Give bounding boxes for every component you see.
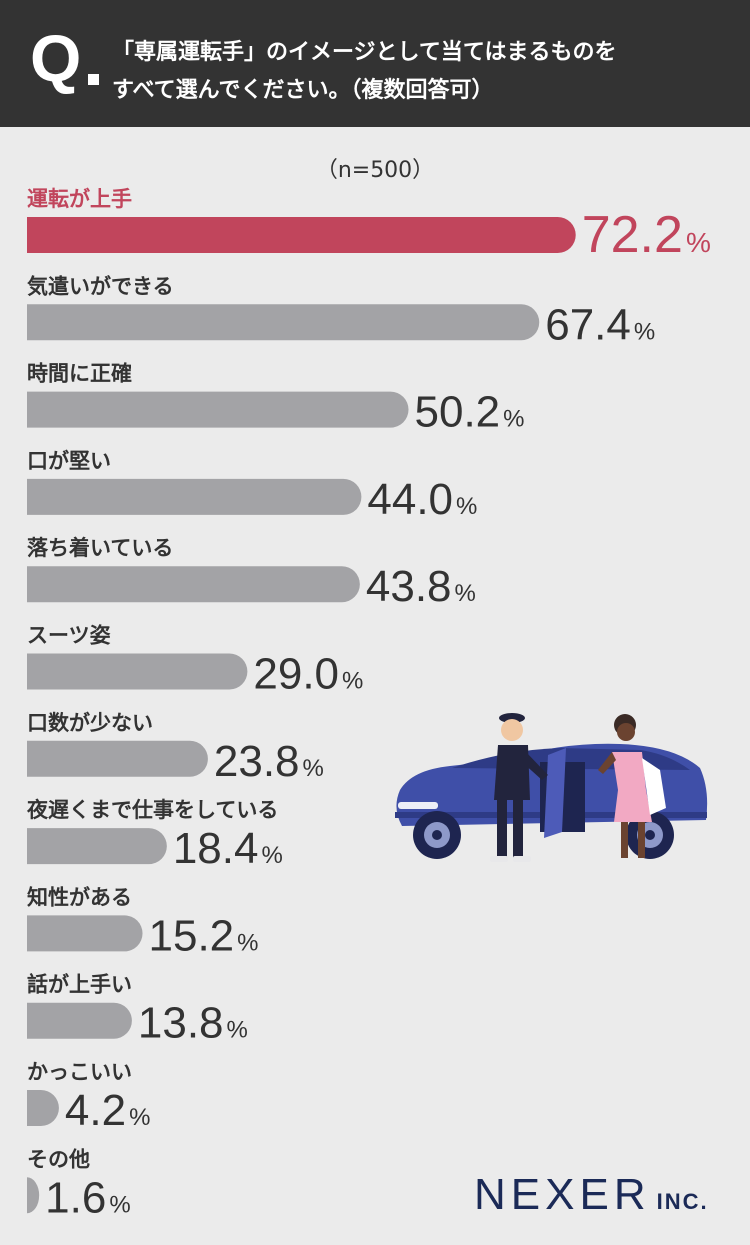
bar: [27, 1177, 40, 1214]
question-text-line2: すべて選んでください。（複数回答可）: [112, 78, 494, 103]
value-label: 50.2%: [415, 388, 525, 437]
category-label: 運転が上手: [27, 187, 132, 211]
bar: [27, 304, 540, 341]
bar: [27, 478, 362, 515]
question-text-line1: 「専属運転手」のイメージとして当てはまるものを: [112, 40, 617, 65]
category-label: かっこいい: [27, 1060, 132, 1084]
bar: [27, 740, 208, 777]
category-label: 時間に正確: [27, 362, 132, 386]
category-label: 夜遅くまで仕事をしている: [26, 798, 278, 822]
value-label: 29.0%: [253, 650, 363, 699]
category-label: その他: [27, 1147, 90, 1171]
value-label: 43.8%: [366, 562, 476, 611]
bar: [27, 653, 248, 690]
category-label: 話が上手い: [27, 973, 132, 997]
category-label: 口が堅い: [27, 449, 111, 473]
value-label: 13.8%: [138, 999, 248, 1048]
sample-size: （n=500）: [315, 158, 435, 183]
category-label: 知性がある: [27, 885, 132, 909]
bar: [27, 915, 143, 952]
value-label: 23.8%: [214, 737, 324, 786]
value-label: 4.2%: [65, 1086, 151, 1135]
bar: [27, 1002, 132, 1039]
category-label: スーツ姿: [27, 624, 111, 648]
company-logo: NEXER INC.: [474, 1170, 709, 1229]
bar: [27, 566, 360, 603]
bar: [27, 828, 167, 865]
question-mark-dot: [88, 74, 99, 85]
category-label: 気遣いができる: [27, 274, 174, 298]
value-label: 1.6%: [45, 1173, 131, 1222]
bar: [27, 1090, 59, 1126]
logo-wordmark: NEXER: [474, 1170, 651, 1219]
question-mark: Q: [30, 21, 82, 95]
value-label: 67.4%: [545, 300, 655, 349]
value-label: 44.0%: [367, 475, 477, 524]
category-label: 口数が少ない: [27, 711, 153, 735]
bar: [27, 391, 409, 428]
value-label: 72.2%: [582, 206, 711, 264]
value-label: 18.4%: [173, 824, 283, 873]
question-header: Q 「専属運転手」のイメージとして当てはまるものを すべて選んでください。（複数…: [0, 0, 750, 127]
category-label: 落ち着いている: [27, 536, 173, 560]
bar: [27, 217, 576, 253]
chauffeur-car-icon: [395, 713, 708, 862]
value-label: 15.2%: [149, 911, 259, 960]
logo-suffix: INC.: [656, 1189, 709, 1214]
